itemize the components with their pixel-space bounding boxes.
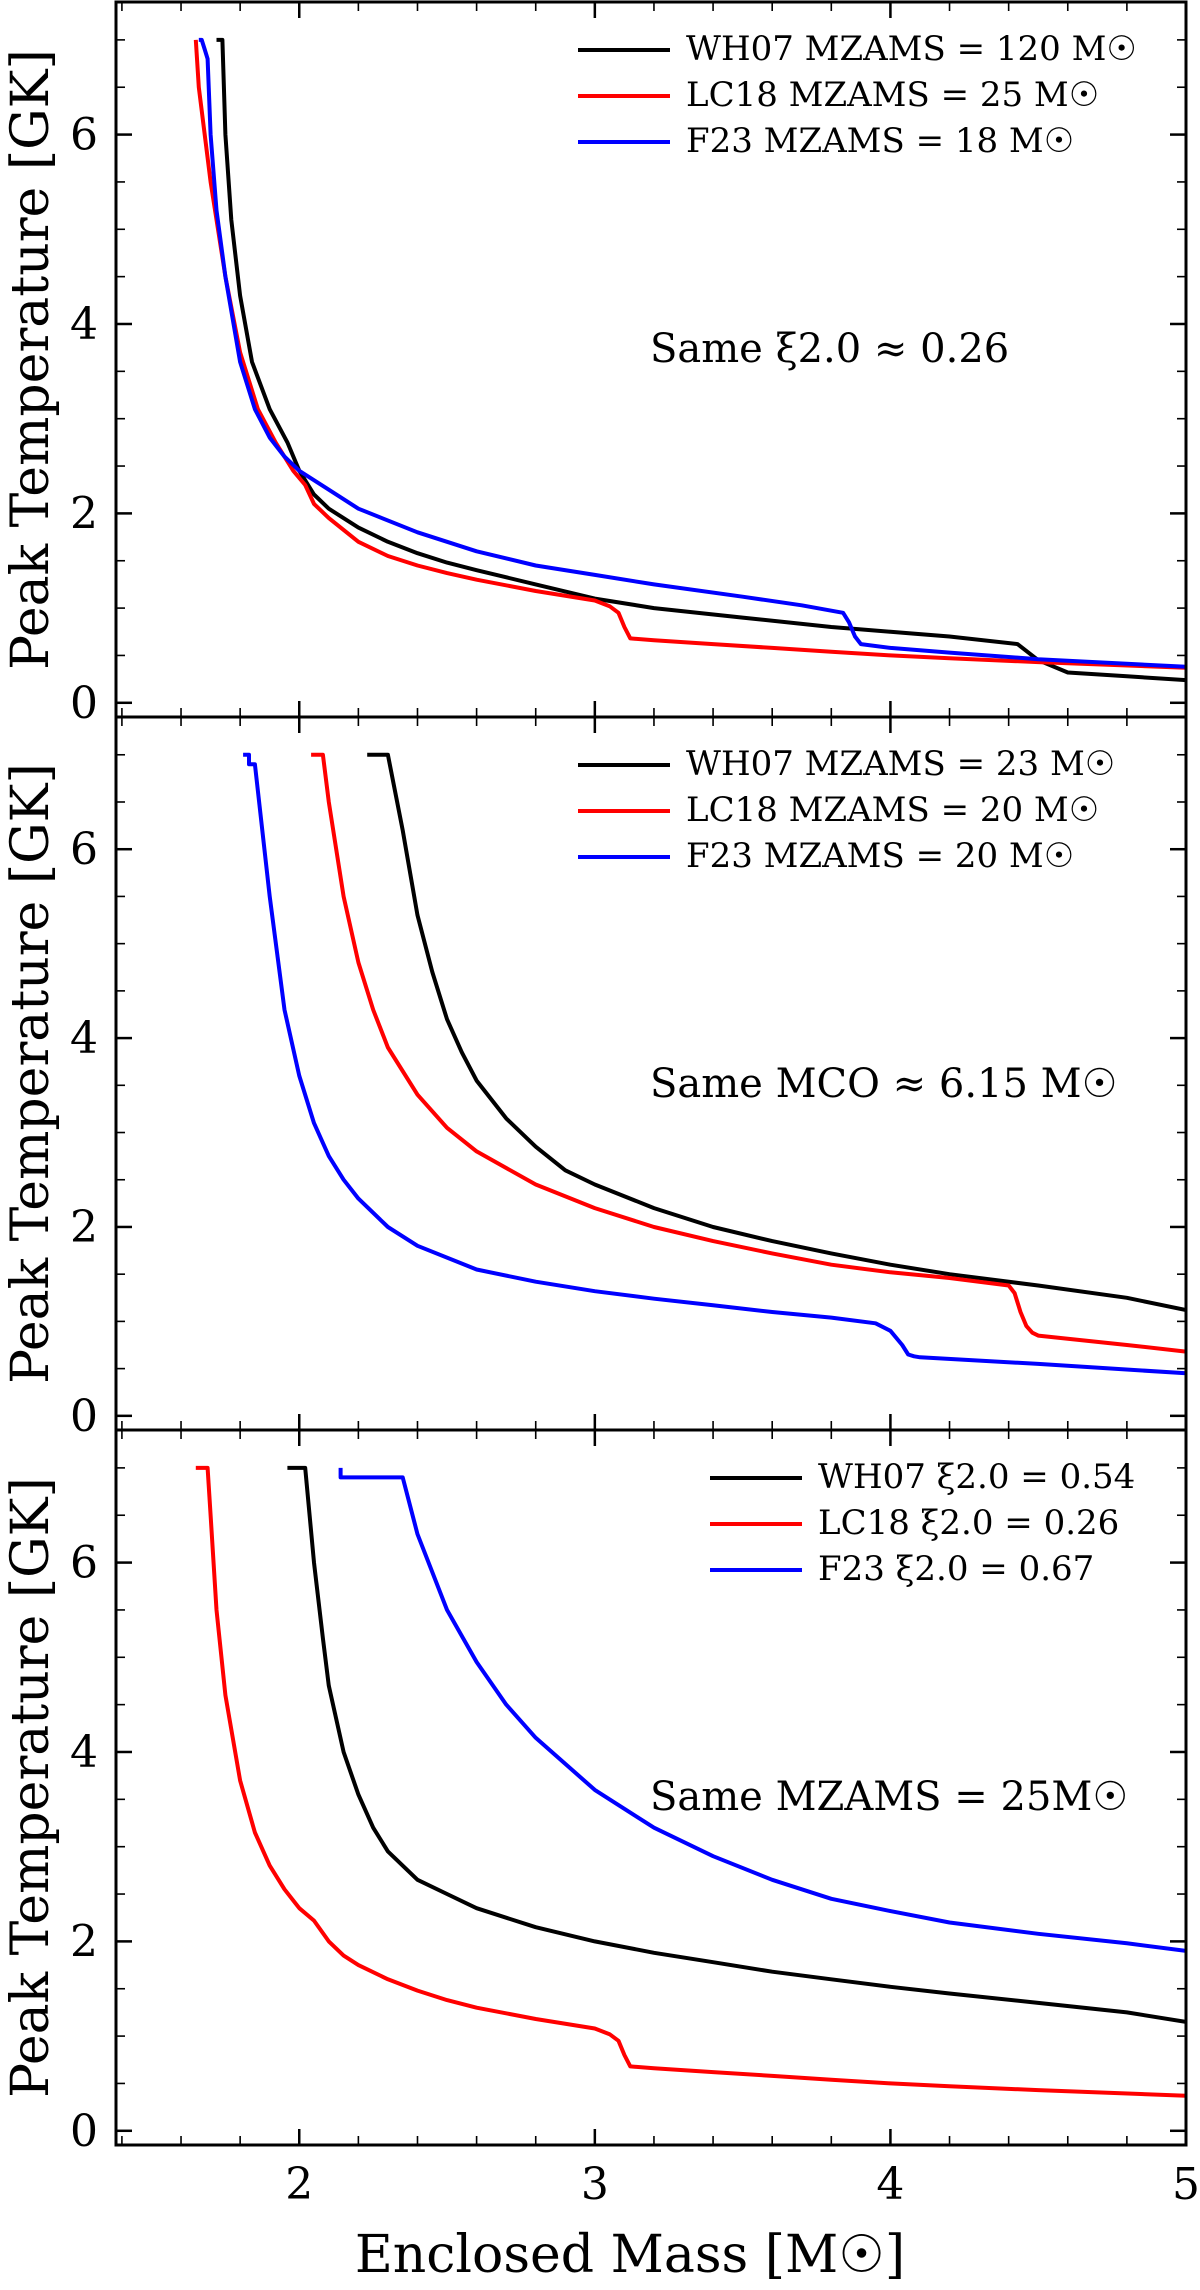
y-tick-label: 2: [70, 488, 98, 539]
series-line-top-2: [198, 37, 1186, 669]
series-line-bottom-2: [338, 1467, 1186, 1953]
series-line-bottom-1: [195, 1465, 1186, 2098]
y-tick-label: 4: [70, 1013, 98, 1064]
y-tick-label: 2: [70, 1202, 98, 1253]
panel-annotation: Same MZAMS = 25M☉: [650, 1774, 1128, 1820]
legend-entry: WH07 MZAMS = 120 M☉: [686, 29, 1137, 69]
y-tick-label: 2: [70, 1916, 98, 1967]
series-line-top-1: [193, 39, 1186, 670]
x-tick-label: 2: [285, 2159, 313, 2210]
y-axis-title: Peak Temperature [GK]: [1, 49, 61, 670]
legend-entry: LC18 MZAMS = 25 M☉: [686, 75, 1099, 115]
x-tick-label: 4: [876, 2159, 904, 2210]
x-tick-label: 5: [1172, 2159, 1200, 2210]
series-line-top-0: [216, 37, 1186, 683]
y-tick-label: 0: [70, 1391, 98, 1442]
y-axis-title: Peak Temperature [GK]: [1, 763, 61, 1384]
plot-frame: [114, 1428, 1188, 2147]
x-axis-title: Enclosed Mass [M☉]: [355, 2225, 905, 2285]
legend-entry: LC18 ξ2.0 = 0.26: [818, 1503, 1119, 1543]
series-line-middle-0: [367, 752, 1186, 1313]
panel-annotation: Same MCO ≈ 6.15 M☉: [650, 1061, 1117, 1107]
series-line-middle-2: [243, 752, 1186, 1376]
y-tick-label: 0: [70, 2106, 98, 2157]
legend-entry: WH07 MZAMS = 23 M☉: [686, 744, 1115, 784]
y-axis-title: Peak Temperature [GK]: [1, 1477, 61, 2098]
legend-entry: F23 MZAMS = 20 M☉: [686, 836, 1074, 876]
legend-entry: WH07 ξ2.0 = 0.54: [818, 1457, 1135, 1497]
series-line-bottom-0: [287, 1465, 1186, 2024]
y-tick-label: 6: [70, 110, 98, 161]
y-tick-label: 6: [70, 824, 98, 875]
panel-annotation: Same ξ2.0 ≈ 0.26: [650, 326, 1009, 372]
x-tick-label: 3: [581, 2159, 609, 2210]
legend-entry: F23 ξ2.0 = 0.67: [818, 1549, 1094, 1589]
y-tick-label: 4: [70, 1727, 98, 1778]
legend-entry: LC18 MZAMS = 20 M☉: [686, 790, 1099, 830]
y-tick-label: 0: [70, 678, 98, 729]
y-tick-label: 6: [70, 1538, 98, 1589]
y-tick-label: 4: [70, 299, 98, 350]
panel-bottom: 0 2 4 6 2 3 4 5 Peak Temperature [GK] WH07 ξ2.0 =…: [1, 1428, 1200, 2210]
series-line-middle-1: [311, 752, 1186, 1354]
legend-entry: F23 MZAMS = 18 M☉: [686, 121, 1074, 161]
